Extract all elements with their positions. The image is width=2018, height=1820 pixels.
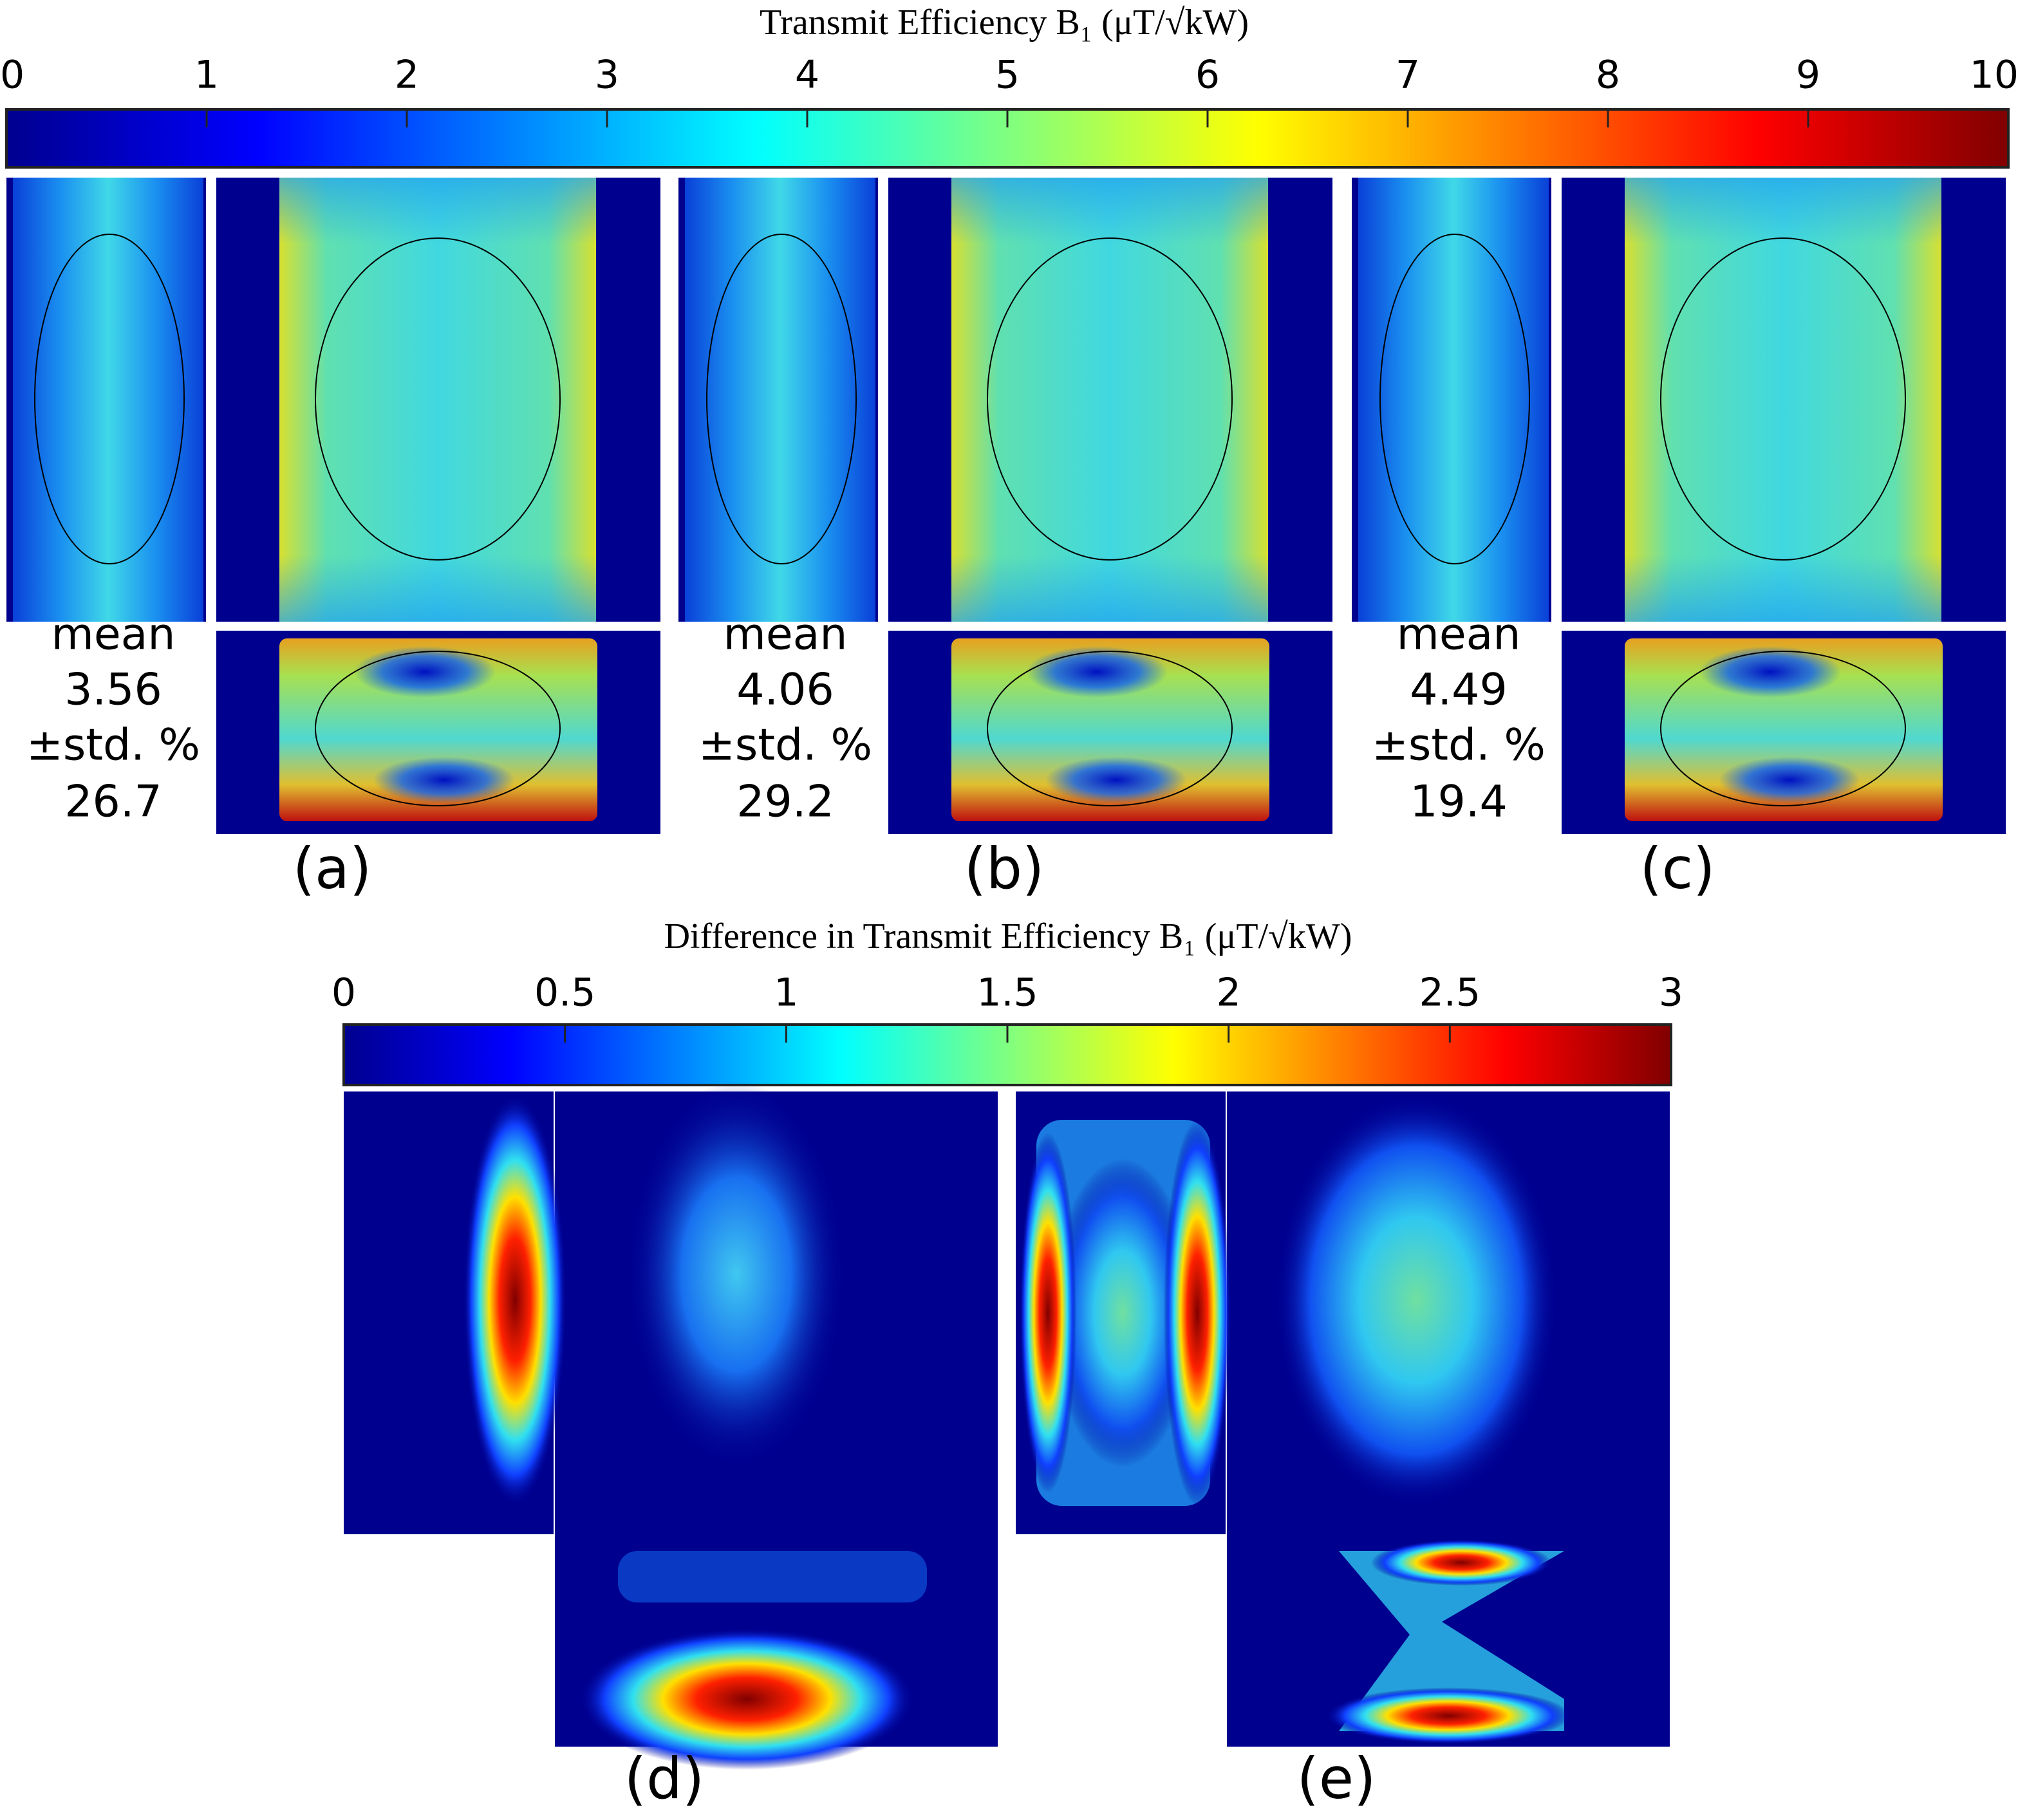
panel-label: (d) (624, 1745, 705, 1812)
colorbar-tick-label: 1 (774, 970, 798, 1016)
stat-text: ±std. % (26, 720, 200, 771)
panel-label: (c) (1640, 835, 1715, 902)
stat-text: 19.4 (1410, 777, 1507, 828)
coronal-shade (951, 178, 1268, 622)
axial-map (279, 638, 597, 821)
panel-label: (b) (964, 835, 1045, 902)
roi-outline (315, 237, 561, 561)
colorbar-tick-label: 3 (1659, 970, 1683, 1016)
roi-outline (987, 651, 1233, 806)
colorbar-tick-label: 7 (1396, 53, 1420, 98)
stat-text: 29.2 (736, 777, 834, 828)
coronal-map (1275, 1094, 1558, 1506)
roi-outline (1379, 234, 1530, 564)
sagittal-peak (1020, 1133, 1076, 1493)
colorbar-tick-label: 6 (1195, 53, 1220, 98)
axial-peak (1326, 1687, 1571, 1744)
stat-text: 4.06 (736, 665, 834, 716)
sagittal-map (685, 178, 875, 622)
coronal-map (627, 1081, 846, 1467)
axial-map (579, 1628, 914, 1770)
axial-blob (1699, 646, 1841, 698)
roi-outline (315, 651, 561, 806)
colorbar-tick-label: 0 (0, 53, 24, 98)
colorbar-tick-label: 1.5 (976, 970, 1038, 1016)
colorbar-tick-label: 5 (995, 53, 1020, 98)
stat-text: 3.56 (64, 665, 162, 716)
colorbar-tick-label: 9 (1796, 53, 1820, 98)
sagittal-map (1358, 178, 1549, 622)
axial-map (1625, 638, 1943, 821)
figure-body: Transmit Efficiency B₁ (μT/√kW) 0 1 2 3 4 5 6 7 8… (0, 3, 2018, 1812)
axial-band (618, 1551, 927, 1602)
stat-text: mean (51, 609, 176, 660)
colorbar-tick-label: 1 (194, 53, 219, 98)
colorbar-tick-label: 2 (1217, 970, 1241, 1016)
colorbar-title: Difference in Transmit Efficiency B₁ (μT… (664, 916, 1352, 956)
colorbar-tick-label: 2.5 (1419, 970, 1481, 1016)
sagittal-peak (1164, 1120, 1231, 1506)
stat-text: 4.49 (1410, 665, 1507, 716)
sagittal-map (13, 178, 203, 622)
colorbar-tick-label: 3 (595, 53, 619, 98)
colorbar-title: Transmit Efficiency B₁ (μT/√kW) (760, 3, 1249, 42)
stat-text: 26.7 (64, 777, 162, 828)
sagittal-map (463, 1094, 566, 1506)
panel-label: (a) (293, 835, 372, 902)
roi-outline (34, 234, 185, 564)
roi-outline (706, 234, 857, 564)
axial-blob (1719, 757, 1860, 803)
roi-outline (987, 237, 1233, 561)
colorbar-tick-label: 0.5 (534, 970, 595, 1016)
axial-map (951, 638, 1269, 821)
coronal-shade (1625, 178, 1941, 622)
axial-blob (1045, 757, 1187, 803)
stat-text: mean (724, 609, 848, 660)
axial-band (1339, 1551, 1564, 1731)
axial-peak (1371, 1539, 1551, 1586)
axial-blob (1026, 646, 1168, 698)
colorbar-tick-label: 4 (795, 53, 819, 98)
stat-text: mean (1397, 609, 1521, 660)
colorbar-tick-label: 0 (332, 970, 356, 1016)
panel-label: (e) (1297, 1745, 1376, 1812)
stat-text: ±std. % (1372, 720, 1546, 771)
axial-blob (373, 757, 515, 803)
stat-text: ±std. % (698, 720, 872, 771)
roi-outline (1660, 651, 1906, 806)
axial-blob (354, 646, 496, 698)
colorbar-tick-label: 10 (1970, 53, 2018, 98)
colorbar-tick-label: 2 (395, 53, 419, 98)
sagittal-center (1052, 1158, 1193, 1467)
coronal-shade (279, 178, 596, 622)
roi-outline (1660, 237, 1906, 561)
colorbar-tick-label: 8 (1596, 53, 1620, 98)
